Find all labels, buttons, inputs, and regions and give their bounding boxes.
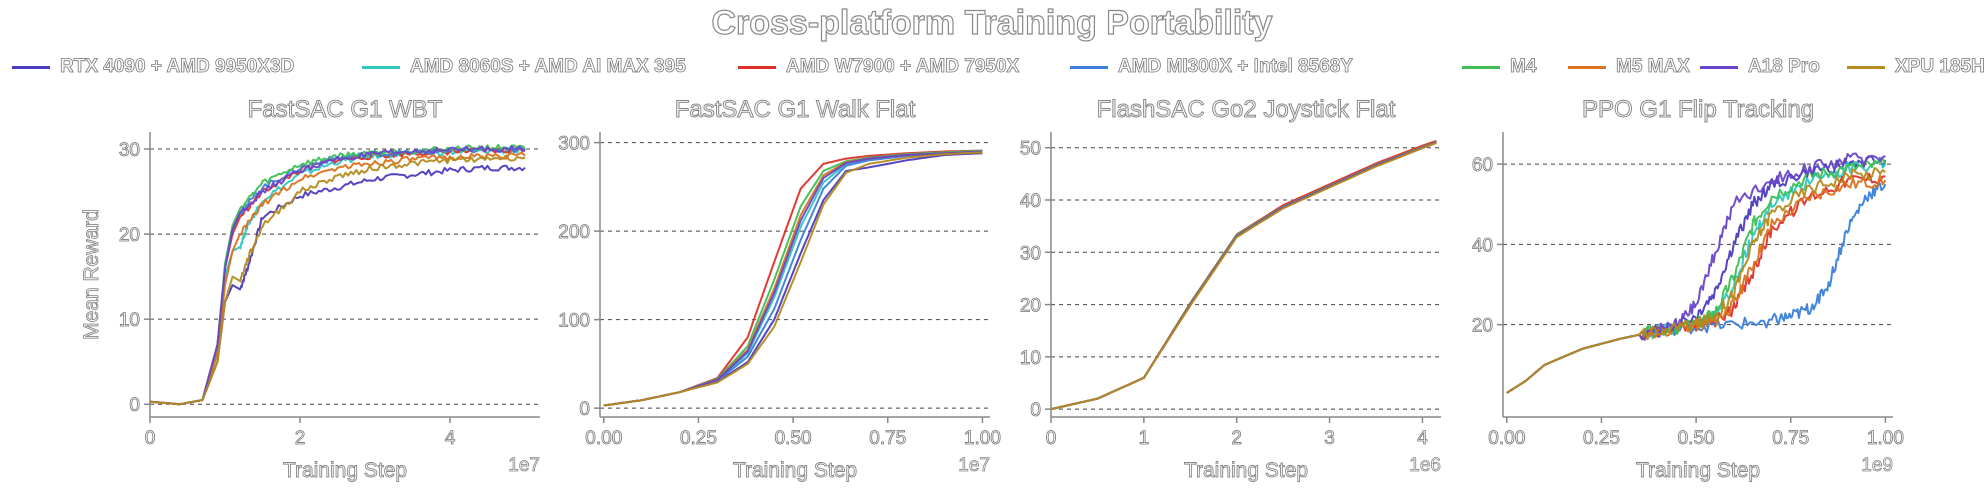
series-line bbox=[1050, 141, 1437, 411]
y-axis-label: Mean Reward bbox=[80, 209, 103, 340]
x-tick-label: 0.75 bbox=[869, 428, 906, 449]
x-offset-label: 1e6 bbox=[1409, 455, 1441, 476]
y-tick-label: 30 bbox=[1020, 243, 1041, 264]
panel-title: PPO G1 Flip Tracking bbox=[1582, 96, 1814, 123]
x-axis-label: Training Step bbox=[1636, 459, 1760, 482]
y-tick-label: 0 bbox=[579, 399, 590, 420]
y-tick-label: 30 bbox=[119, 140, 140, 161]
legend-swatch bbox=[738, 65, 776, 69]
series-line bbox=[149, 146, 526, 406]
x-offset-label: 1e9 bbox=[1861, 455, 1893, 476]
y-tick-label: 100 bbox=[558, 311, 590, 332]
series-line bbox=[149, 154, 526, 406]
x-offset-label: 1e7 bbox=[958, 455, 990, 476]
y-tick-label: 60 bbox=[1472, 155, 1493, 176]
legend-label: A18 Pro bbox=[1748, 56, 1821, 78]
y-tick-label: 50 bbox=[1020, 139, 1041, 160]
y-tick-label: 0 bbox=[1030, 400, 1041, 421]
x-tick-label: 4 bbox=[1417, 428, 1428, 449]
x-axis-label: Training Step bbox=[1184, 459, 1308, 482]
legend-item: M5 MAX bbox=[1568, 50, 1690, 84]
legend-item: AMD 8060S + AMD AI MAX 395 bbox=[362, 50, 686, 84]
y-tick-label: 200 bbox=[558, 222, 590, 243]
series-line bbox=[149, 147, 526, 406]
legend-label: M5 MAX bbox=[1616, 56, 1691, 78]
x-tick-label: 0 bbox=[145, 428, 156, 449]
x-tick-label: 0.75 bbox=[1772, 428, 1809, 449]
legend-label: XPU 185H bbox=[1895, 56, 1985, 78]
x-tick-label: 0 bbox=[1046, 428, 1057, 449]
panel-title: FastSAC G1 WBT bbox=[248, 96, 443, 123]
series-line bbox=[149, 164, 526, 406]
x-tick-label: 1.00 bbox=[964, 428, 1001, 449]
legend-item: M4 bbox=[1462, 50, 1537, 84]
legend-item: XPU 185H bbox=[1847, 50, 1985, 84]
series-line bbox=[149, 145, 526, 406]
series-line bbox=[1050, 141, 1437, 411]
series-line bbox=[149, 147, 526, 406]
x-tick-label: 0.25 bbox=[680, 428, 717, 449]
x-tick-label: 0.00 bbox=[1488, 428, 1525, 449]
series-line bbox=[1050, 141, 1437, 411]
series-line bbox=[1506, 167, 1886, 394]
legend-swatch bbox=[362, 65, 400, 69]
x-tick-label: 0.50 bbox=[775, 428, 812, 449]
x-axis-label: Training Step bbox=[283, 459, 407, 482]
y-tick-label: 40 bbox=[1020, 191, 1041, 212]
legend-swatch bbox=[1568, 65, 1606, 69]
legend-label: AMD 8060S + AMD AI MAX 395 bbox=[410, 56, 687, 78]
series-line bbox=[1506, 181, 1887, 394]
series-line bbox=[603, 151, 983, 407]
x-tick-label: 0.00 bbox=[585, 428, 622, 449]
x-tick-label: 2 bbox=[1231, 428, 1242, 449]
panel-title: FlashSAC Go2 Joystick Flat bbox=[1097, 96, 1396, 123]
legend-item: RTX 4090 + AMD 9950X3D bbox=[12, 50, 295, 84]
legend-label: AMD W7900 + AMD 7950X bbox=[786, 56, 1020, 78]
panel-title: FastSAC G1 Walk Flat bbox=[675, 96, 916, 123]
y-tick-label: 10 bbox=[119, 310, 140, 331]
legend-swatch bbox=[12, 65, 50, 69]
y-tick-label: 20 bbox=[1472, 316, 1493, 337]
legend-swatch bbox=[1070, 65, 1108, 69]
legend-swatch bbox=[1462, 65, 1500, 69]
legend-label: RTX 4090 + AMD 9950X3D bbox=[60, 56, 295, 78]
legend-swatch bbox=[1700, 65, 1738, 69]
y-tick-label: 300 bbox=[558, 134, 590, 155]
y-tick-label: 20 bbox=[1020, 296, 1041, 317]
x-tick-label: 0.25 bbox=[1583, 428, 1620, 449]
series-line bbox=[1050, 140, 1437, 411]
x-tick-label: 4 bbox=[445, 428, 456, 449]
y-tick-label: 20 bbox=[119, 225, 140, 246]
legend-item: A18 Pro bbox=[1700, 50, 1820, 84]
x-offset-label: 1e7 bbox=[508, 455, 540, 476]
series-line bbox=[1050, 139, 1437, 411]
legend-label: M4 bbox=[1510, 56, 1537, 78]
figure-title: Cross-platform Training Portability bbox=[711, 4, 1272, 42]
x-tick-label: 1 bbox=[1139, 428, 1150, 449]
legend-item: AMD MI300X + Intel 8568Y bbox=[1070, 50, 1353, 84]
x-tick-label: 1.00 bbox=[1867, 428, 1904, 449]
y-tick-label: 10 bbox=[1020, 348, 1041, 369]
y-tick-label: 0 bbox=[129, 395, 140, 416]
series-line bbox=[1050, 142, 1437, 411]
series-line bbox=[1050, 141, 1437, 411]
x-axis-label: Training Step bbox=[733, 459, 857, 482]
legend-item: AMD W7900 + AMD 7950X bbox=[738, 50, 1020, 84]
x-tick-label: 0.50 bbox=[1678, 428, 1715, 449]
series-line bbox=[149, 143, 526, 406]
x-tick-label: 2 bbox=[295, 428, 306, 449]
series-line bbox=[1050, 140, 1437, 411]
x-tick-label: 3 bbox=[1324, 428, 1335, 449]
legend-swatch bbox=[1847, 65, 1885, 69]
legend: RTX 4090 + AMD 9950X3D AMD 8060S + AMD AI… bbox=[0, 50, 1985, 84]
y-tick-label: 40 bbox=[1472, 235, 1493, 256]
legend-label: AMD MI300X + Intel 8568Y bbox=[1118, 56, 1354, 78]
